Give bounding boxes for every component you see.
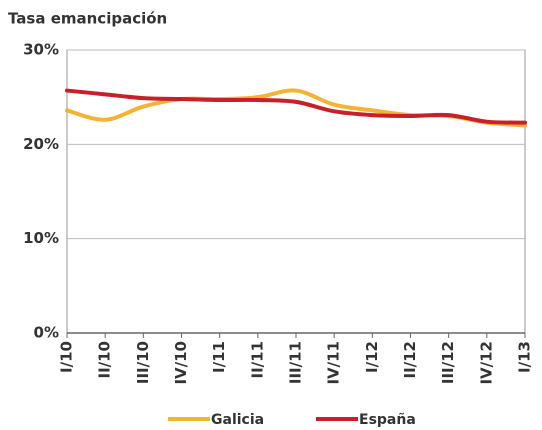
chart-title: Tasa emancipación xyxy=(8,10,167,28)
x-tick-label: IV/12 xyxy=(477,341,495,385)
x-tick-label: III/10 xyxy=(134,341,152,384)
x-tick-label: III/12 xyxy=(439,341,457,384)
x-tick-label: I/10 xyxy=(58,341,76,373)
y-tick-label: 30% xyxy=(23,41,59,59)
y-tick-label: 20% xyxy=(23,135,59,153)
x-tick-label: IV/11 xyxy=(325,341,343,385)
x-tick-label: III/11 xyxy=(287,341,305,384)
legend-label: España xyxy=(359,412,416,428)
x-tick-label: I/12 xyxy=(363,341,381,373)
x-tick-label: II/12 xyxy=(401,341,419,379)
x-tick-label: II/11 xyxy=(248,341,266,379)
series-line xyxy=(65,88,527,125)
y-tick-label: 0% xyxy=(34,324,59,342)
y-tick-label: 10% xyxy=(23,229,59,247)
x-tick-label: I/11 xyxy=(210,341,228,373)
legend-label: Galicia xyxy=(211,412,264,428)
x-tick-label: II/10 xyxy=(96,341,114,379)
x-tick-label: I/13 xyxy=(516,341,534,373)
x-tick-label: IV/10 xyxy=(172,341,190,385)
